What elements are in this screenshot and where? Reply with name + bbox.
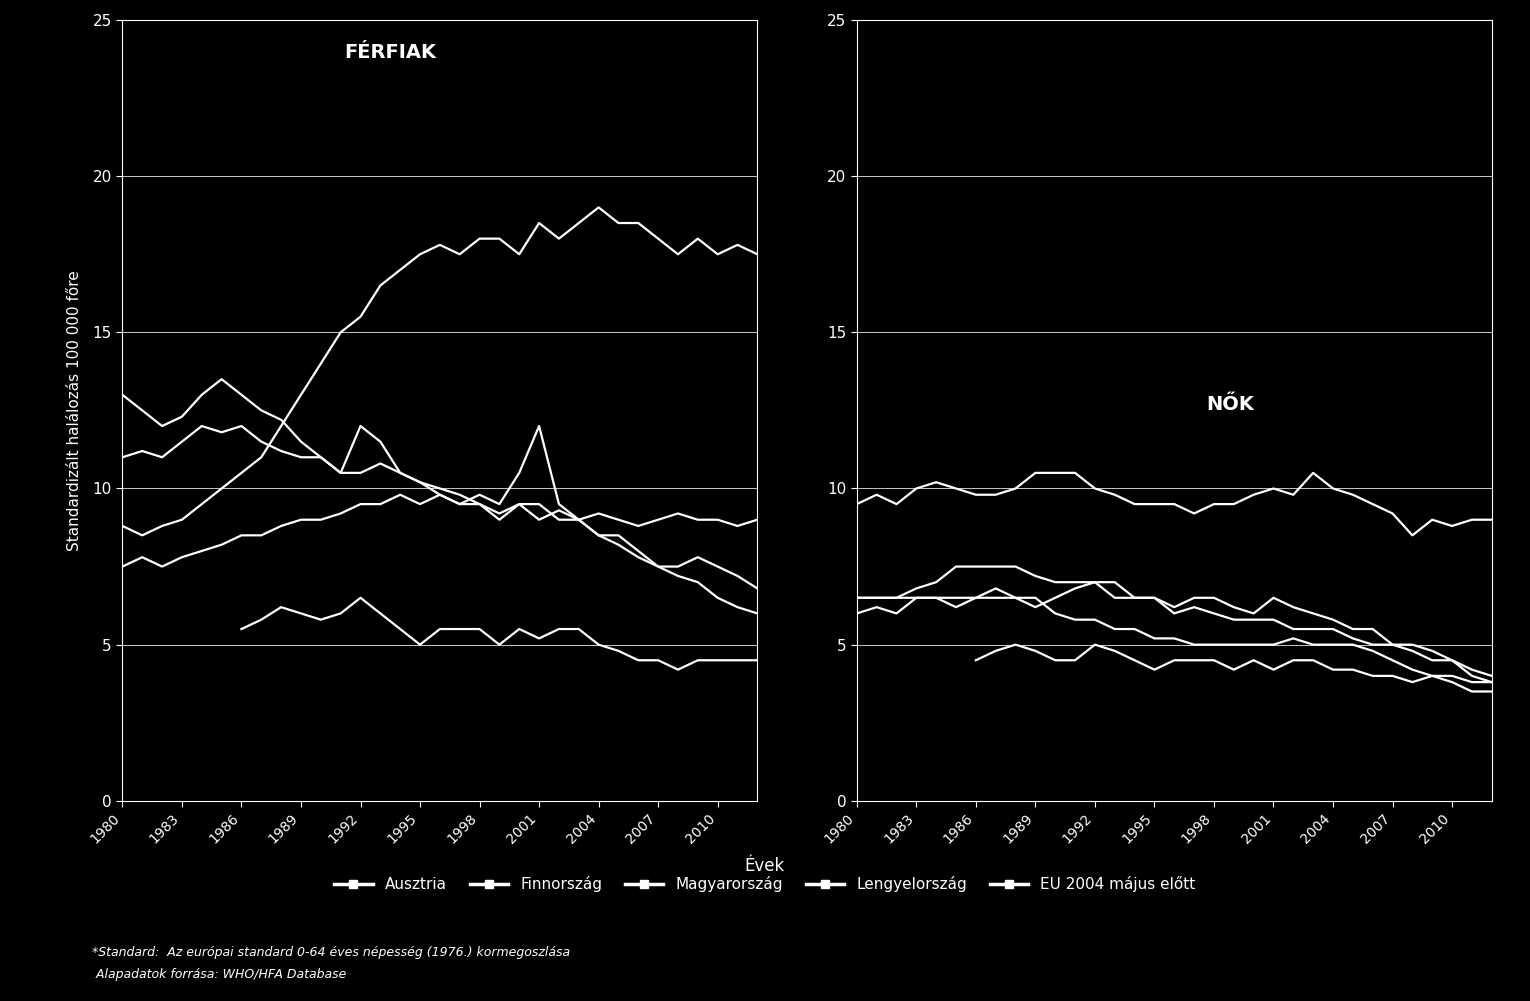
Legend: Ausztria, Finnország, Magyarország, Lengyelország, EU 2004 május előtt: Ausztria, Finnország, Magyarország, Leng… xyxy=(329,870,1201,898)
Text: Alapadatok forrása: WHO/HFA Database: Alapadatok forrása: WHO/HFA Database xyxy=(92,968,346,981)
Text: NŐK: NŐK xyxy=(1206,394,1255,413)
Text: FÉRFIAK: FÉRFIAK xyxy=(344,43,436,62)
Text: Évek: Évek xyxy=(745,857,785,875)
Y-axis label: Standardizált halálozás 100 000 főre: Standardizált halálozás 100 000 főre xyxy=(67,270,81,551)
Text: *Standard:  Az európai standard 0-64 éves népesség (1976.) kormegoszlása: *Standard: Az európai standard 0-64 éves… xyxy=(92,946,569,959)
